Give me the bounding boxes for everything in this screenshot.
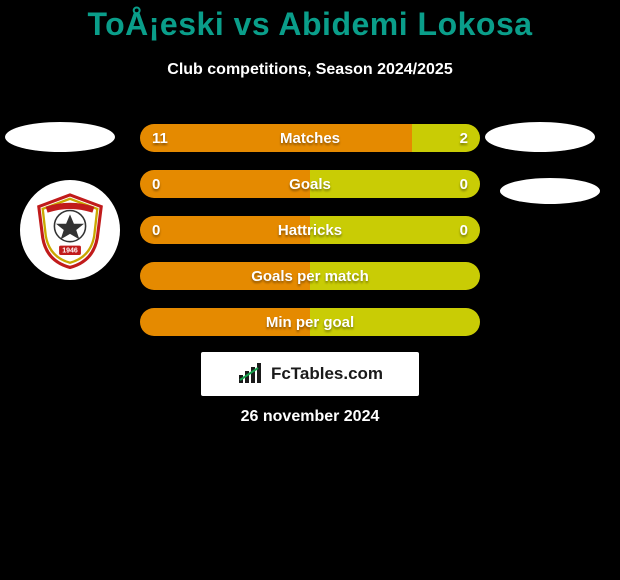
stat-label: Hattricks bbox=[140, 216, 480, 244]
stat-label: Matches bbox=[140, 124, 480, 152]
comparison-stats: Matches112Goals00Hattricks00Goals per ma… bbox=[140, 124, 480, 354]
stat-row: Matches11 2 bbox=[140, 124, 480, 152]
player-right-avatar-2 bbox=[500, 178, 600, 204]
stat-row: Goals0 0 bbox=[140, 170, 480, 198]
svg-text:1946: 1946 bbox=[62, 248, 78, 255]
stat-row: Goals per match bbox=[140, 262, 480, 290]
stat-label: Goals per match bbox=[140, 262, 480, 290]
stat-value-left: 11 bbox=[152, 124, 168, 152]
branding-label: FcTables.com bbox=[271, 364, 383, 384]
player-right-avatar bbox=[485, 122, 595, 152]
branding-box: FcTables.com bbox=[201, 352, 419, 396]
stat-value-right: 2 bbox=[460, 124, 468, 152]
stat-value-left: 0 bbox=[152, 170, 160, 198]
stat-value-left: 0 bbox=[152, 216, 160, 244]
date-text: 26 november 2024 bbox=[0, 408, 620, 426]
subtitle: Club competitions, Season 2024/2025 bbox=[0, 61, 620, 79]
player-left-avatar bbox=[5, 122, 115, 152]
stat-value-right: 0 bbox=[460, 216, 468, 244]
shield-icon: 1946 bbox=[31, 191, 109, 269]
bar-chart-icon bbox=[237, 363, 265, 385]
stat-label: Min per goal bbox=[140, 308, 480, 336]
stat-row: Hattricks0 0 bbox=[140, 216, 480, 244]
page-title: ToÅ¡eski vs Abidemi Lokosa bbox=[0, 0, 620, 43]
stat-value-right: 0 bbox=[460, 170, 468, 198]
club-badge-left: 1946 bbox=[20, 180, 120, 280]
stat-label: Goals bbox=[140, 170, 480, 198]
stat-row: Min per goal bbox=[140, 308, 480, 336]
